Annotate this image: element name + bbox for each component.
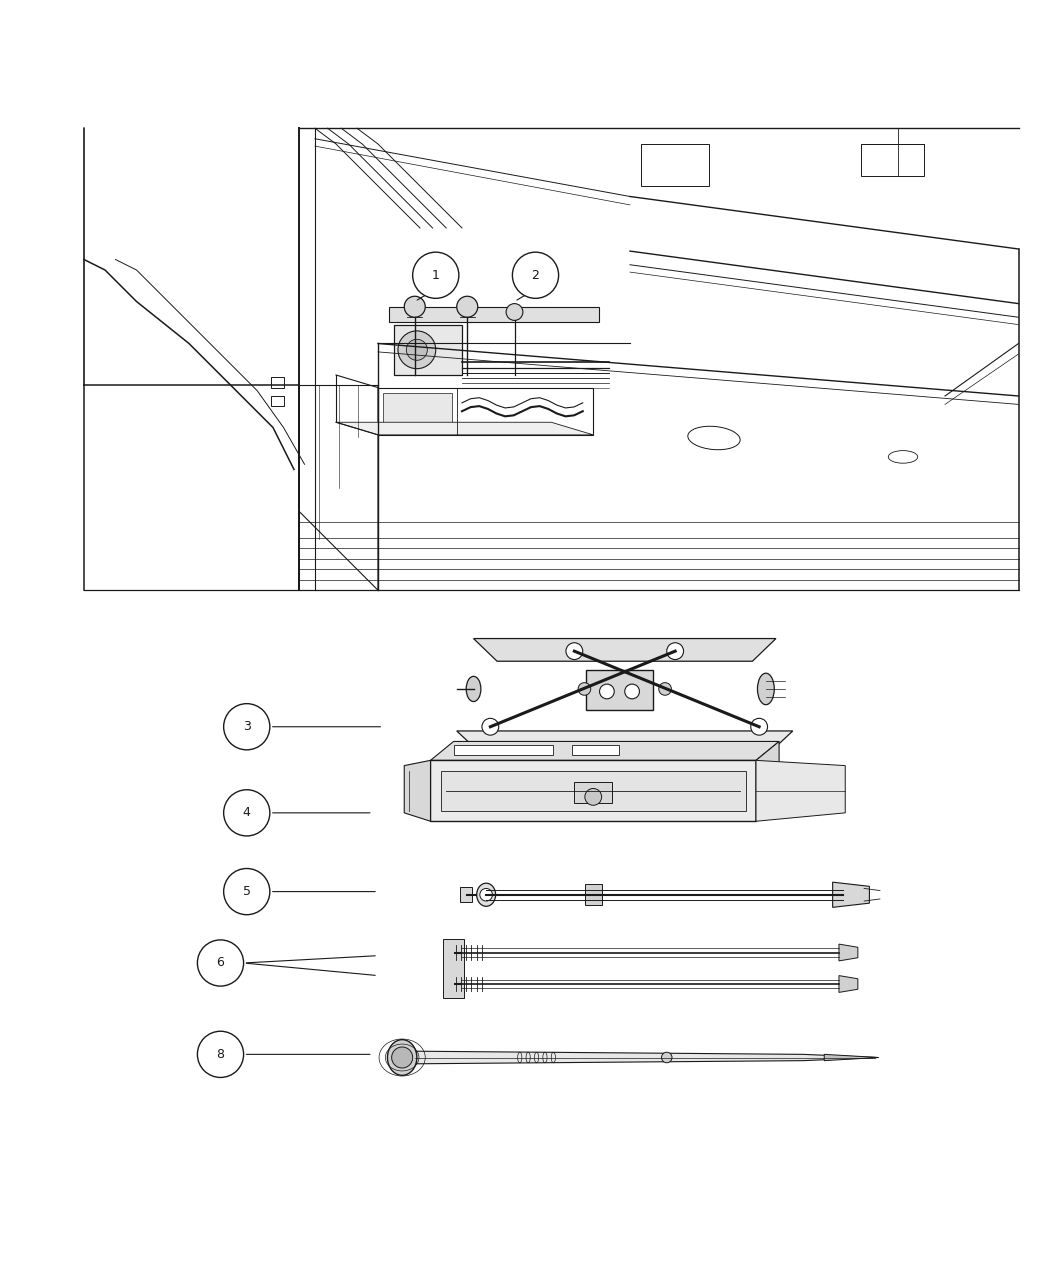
Bar bbox=[640, 144, 709, 186]
Bar bbox=[271, 397, 284, 407]
Bar bbox=[460, 887, 472, 903]
Ellipse shape bbox=[466, 676, 481, 701]
Bar bbox=[574, 782, 612, 803]
Polygon shape bbox=[839, 944, 858, 961]
Bar bbox=[271, 377, 284, 388]
Circle shape bbox=[512, 252, 559, 298]
Circle shape bbox=[658, 682, 671, 695]
Bar bbox=[378, 388, 593, 435]
Circle shape bbox=[224, 789, 270, 836]
Ellipse shape bbox=[387, 1039, 417, 1075]
Circle shape bbox=[751, 718, 768, 736]
Circle shape bbox=[566, 643, 583, 659]
Circle shape bbox=[224, 868, 270, 914]
Circle shape bbox=[662, 1052, 672, 1063]
Text: 2: 2 bbox=[531, 269, 540, 282]
Bar bbox=[394, 325, 462, 375]
Text: 5: 5 bbox=[243, 885, 251, 898]
Bar bbox=[388, 307, 598, 323]
Circle shape bbox=[579, 682, 591, 695]
Polygon shape bbox=[474, 639, 776, 662]
Polygon shape bbox=[756, 760, 845, 821]
Circle shape bbox=[600, 685, 614, 699]
Text: 3: 3 bbox=[243, 720, 251, 733]
Bar bbox=[443, 938, 464, 997]
Circle shape bbox=[482, 718, 499, 736]
Text: 6: 6 bbox=[216, 956, 225, 969]
Circle shape bbox=[413, 252, 459, 298]
Polygon shape bbox=[839, 975, 858, 992]
Circle shape bbox=[625, 685, 639, 699]
Polygon shape bbox=[415, 1051, 877, 1063]
Circle shape bbox=[585, 788, 602, 806]
Ellipse shape bbox=[757, 673, 774, 705]
Bar bbox=[585, 885, 602, 905]
Ellipse shape bbox=[477, 884, 496, 907]
Bar bbox=[454, 745, 553, 755]
Circle shape bbox=[197, 940, 244, 986]
Bar bbox=[861, 144, 924, 176]
Text: 8: 8 bbox=[216, 1048, 225, 1061]
Text: 1: 1 bbox=[432, 269, 440, 282]
Circle shape bbox=[197, 1031, 244, 1077]
Circle shape bbox=[457, 296, 478, 317]
Polygon shape bbox=[383, 393, 452, 430]
Polygon shape bbox=[457, 731, 793, 756]
Polygon shape bbox=[756, 742, 779, 821]
Bar bbox=[430, 760, 756, 821]
Polygon shape bbox=[336, 422, 593, 435]
Circle shape bbox=[480, 889, 492, 901]
Circle shape bbox=[224, 704, 270, 750]
Bar bbox=[572, 745, 619, 755]
Polygon shape bbox=[833, 882, 869, 908]
Bar bbox=[586, 671, 653, 710]
Circle shape bbox=[406, 339, 427, 361]
Text: 4: 4 bbox=[243, 806, 251, 820]
Polygon shape bbox=[824, 1054, 879, 1061]
Bar bbox=[441, 771, 746, 811]
Circle shape bbox=[404, 296, 425, 317]
Polygon shape bbox=[404, 760, 430, 821]
Circle shape bbox=[398, 332, 436, 368]
Circle shape bbox=[392, 1047, 413, 1068]
Circle shape bbox=[506, 303, 523, 320]
Circle shape bbox=[667, 643, 684, 659]
Polygon shape bbox=[430, 742, 779, 760]
